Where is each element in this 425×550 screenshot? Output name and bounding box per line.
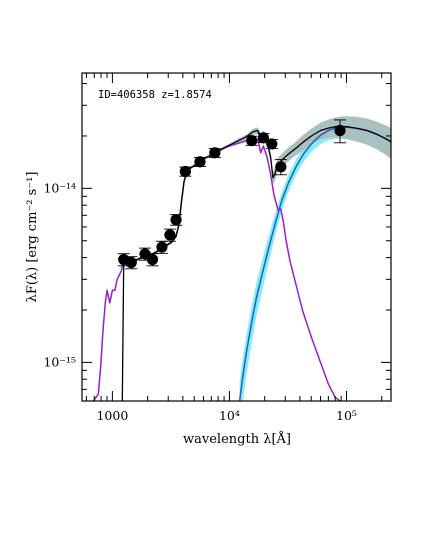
- y-tick-label: 10⁻¹⁴: [43, 180, 76, 195]
- photometry-point: [208, 147, 221, 159]
- data-point: [257, 132, 269, 144]
- photometry-point: [274, 159, 287, 176]
- photometry-point: [179, 165, 192, 178]
- data-point: [125, 256, 137, 269]
- photometry-point: [170, 214, 183, 226]
- data-point: [266, 138, 278, 150]
- y-tick-label: 10⁻¹⁵: [43, 354, 76, 369]
- data-point: [164, 229, 176, 241]
- photometry-points: [117, 119, 346, 270]
- y-axis-label: λF(λ) [erg cm⁻² s⁻¹]: [25, 172, 40, 303]
- photometry-point: [146, 253, 159, 267]
- photometry-point: [155, 240, 168, 254]
- data-point: [275, 161, 287, 173]
- plot-frame: [81, 72, 392, 402]
- data-point: [146, 253, 159, 266]
- photometry-point: [193, 156, 206, 168]
- data-point: [170, 214, 182, 226]
- chart-annotation: ID=406358 z=1.8574: [98, 89, 212, 101]
- data-point: [246, 135, 258, 147]
- photometry-point: [125, 256, 138, 270]
- axis-ticks: 1000 10⁴ 10⁵ 10⁻¹⁵ 10⁻¹⁴: [43, 73, 391, 423]
- x-tick-label: 10⁵: [336, 408, 357, 423]
- photometry-point: [265, 138, 278, 150]
- data-point: [209, 147, 221, 159]
- data-point: [194, 156, 206, 168]
- uncertainty-bands: [122, 116, 391, 401]
- data-point: [334, 124, 346, 137]
- data-point: [156, 241, 168, 253]
- photometry-point: [245, 135, 258, 147]
- x-tick-label: 10⁴: [219, 408, 240, 423]
- x-axis-label: wavelength λ[Å]: [183, 431, 291, 447]
- photometry-point: [333, 119, 346, 144]
- photometry-point: [139, 247, 152, 261]
- x-tick-label: 1000: [96, 408, 128, 423]
- data-point: [179, 165, 191, 178]
- photometry-point: [163, 228, 176, 242]
